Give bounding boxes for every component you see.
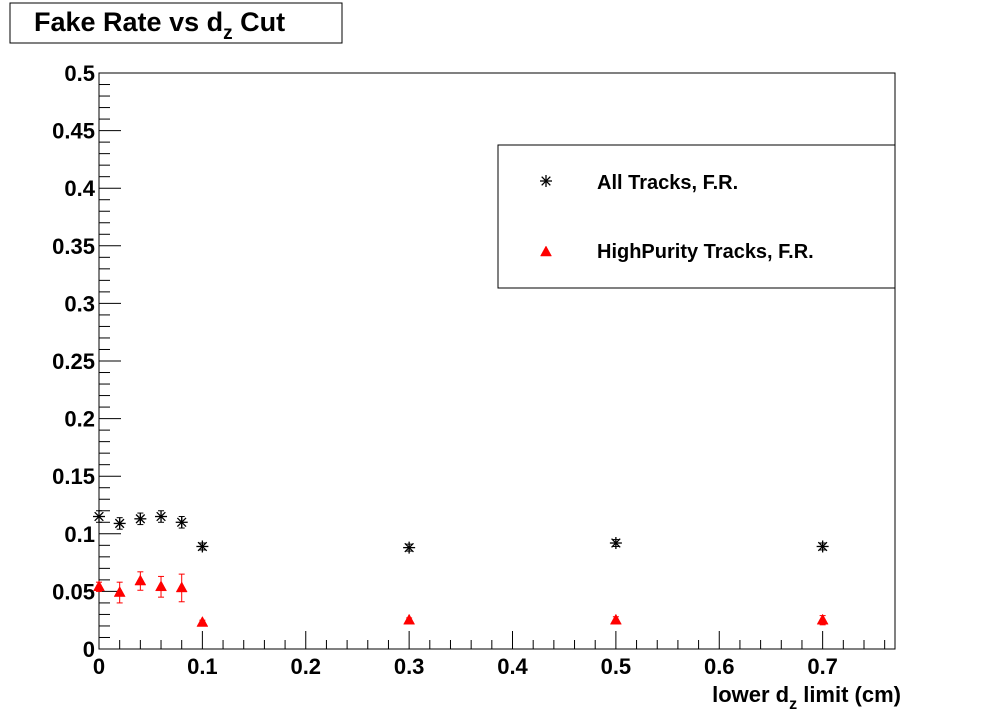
data-point xyxy=(816,540,829,553)
data-point xyxy=(609,613,622,625)
legend-triangle-marker xyxy=(540,245,552,257)
legend-star-marker xyxy=(540,175,552,187)
data-point xyxy=(175,581,188,593)
y-tick-label: 0.2 xyxy=(64,407,95,432)
data-point xyxy=(113,586,126,597)
x-axis-title: lower dz limit (cm) xyxy=(712,682,901,713)
data-point xyxy=(196,540,209,553)
axis-ticks xyxy=(98,72,886,650)
x-tick-label: 0.6 xyxy=(704,654,735,679)
data-point xyxy=(609,537,622,550)
chart-title: Fake Rate vs dz Cut xyxy=(34,7,285,44)
y-tick-label: 0.35 xyxy=(52,234,95,259)
x-tick-label: 0 xyxy=(93,654,105,679)
y-tick-label: 0.1 xyxy=(64,522,95,547)
y-tick-label: 0.4 xyxy=(64,176,95,201)
y-tick-label: 0 xyxy=(83,637,95,662)
data-point xyxy=(155,510,168,523)
x-tick-label: 0.2 xyxy=(290,654,321,679)
data-point xyxy=(175,516,188,529)
data-point xyxy=(403,613,416,625)
legend-marker-highpurity-tracks xyxy=(540,245,552,257)
data-point xyxy=(155,580,167,592)
data-point xyxy=(93,510,105,523)
y-tick-label: 0.15 xyxy=(52,464,95,489)
y-tick-labels: 0 0.05 0.1 0.15 0.2 0.25 0.3 0.35 0.4 0.45 0.5 xyxy=(52,61,96,662)
data-point xyxy=(113,517,126,530)
data-points xyxy=(93,510,829,627)
x-tick-label: 0.4 xyxy=(497,654,528,679)
y-tick-label: 0.3 xyxy=(64,291,95,316)
x-tick-labels: 0 0.1 0.2 0.3 0.4 0.5 0.6 0.7 xyxy=(93,654,838,679)
legend: All Tracks, F.R. HighPurity Tracks, F.R. xyxy=(497,144,896,289)
x-tick-label: 0.7 xyxy=(807,654,838,679)
series-all-tracks xyxy=(93,510,829,554)
title-box: Fake Rate vs dz Cut xyxy=(9,2,343,44)
title-frame xyxy=(9,2,343,44)
x-tick-label: 0.5 xyxy=(601,654,632,679)
legend-frame xyxy=(497,144,896,289)
y-tick-label: 0.45 xyxy=(52,119,95,144)
y-tick-label: 0.5 xyxy=(64,61,95,86)
y-tick-label: 0.05 xyxy=(52,579,95,604)
data-point xyxy=(93,580,105,592)
x-tick-label: 0.1 xyxy=(187,654,218,679)
legend-marker-all-tracks xyxy=(540,175,552,187)
x-tick-label: 0.3 xyxy=(394,654,425,679)
data-point xyxy=(134,574,147,586)
data-point xyxy=(196,615,209,627)
data-point xyxy=(134,512,147,525)
data-point xyxy=(816,613,829,625)
series-highpurity-tracks xyxy=(93,571,829,627)
legend-label-highpurity-tracks: HighPurity Tracks, F.R. xyxy=(597,241,814,263)
y-tick-label: 0.25 xyxy=(52,349,95,374)
data-point xyxy=(403,541,416,554)
legend-label-all-tracks: All Tracks, F.R. xyxy=(597,172,738,194)
